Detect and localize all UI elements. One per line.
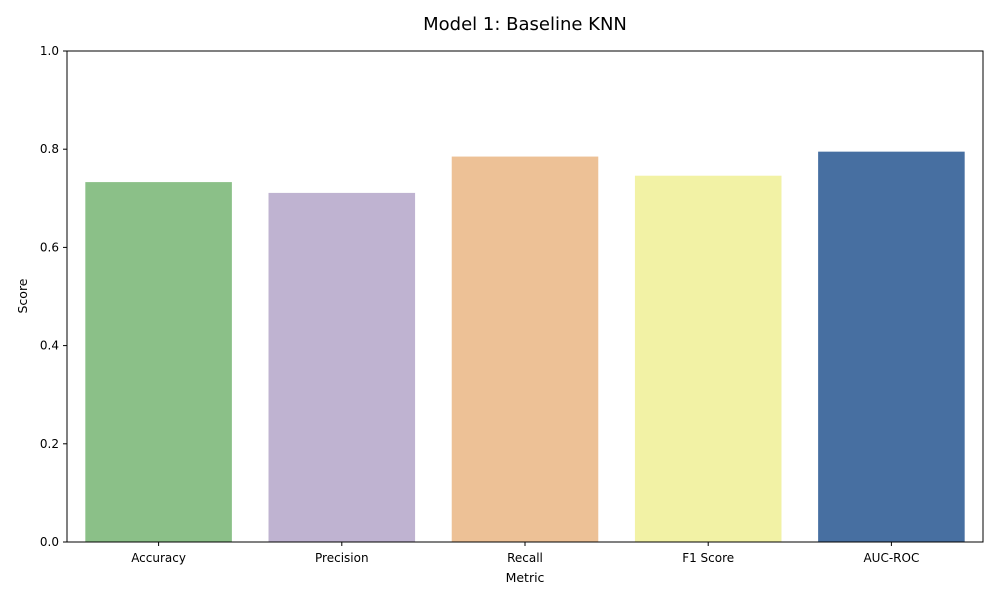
x-tick-label: Recall	[507, 551, 543, 565]
x-tick-label: F1 Score	[682, 551, 734, 565]
y-tick-label: 0.4	[40, 339, 59, 353]
y-tick-label: 0.2	[40, 437, 59, 451]
y-tick-label: 0.8	[40, 142, 59, 156]
y-axis-title: Score	[15, 278, 30, 313]
x-axis: Accuracy Precision Recall F1 Score AUC-ROC	[131, 542, 919, 565]
y-tick-label: 0.6	[40, 240, 59, 254]
bar-precision	[268, 192, 416, 543]
y-axis: 0.0 0.2 0.4 0.6 0.8 1.0	[40, 44, 67, 549]
bar-auc-roc	[818, 151, 965, 542]
x-tick-label: Precision	[315, 551, 369, 565]
bar-recall	[451, 156, 599, 542]
x-tick-label: Accuracy	[131, 551, 186, 565]
chart-title: Model 1: Baseline KNN	[423, 14, 627, 35]
y-tick-label: 0.0	[40, 535, 59, 549]
x-axis-title: Metric	[506, 570, 545, 585]
bar-f1-score	[634, 175, 782, 543]
x-tick-label: AUC-ROC	[863, 551, 919, 565]
plot-frame	[66, 50, 984, 543]
bars-group	[85, 151, 965, 543]
bar-accuracy	[85, 182, 232, 543]
y-tick-label: 1.0	[40, 44, 59, 58]
